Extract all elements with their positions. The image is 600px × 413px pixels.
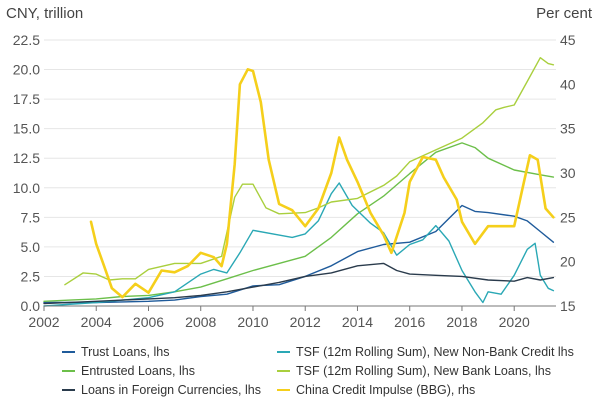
x-tick-label: 2006	[133, 314, 164, 330]
right-tick-label: 35	[560, 121, 576, 137]
left-tick-label: 7.5	[21, 209, 41, 225]
x-tick-label: 2004	[81, 314, 112, 330]
right-tick-label: 30	[560, 165, 576, 181]
legend-item: Trust Loans, lhs	[62, 345, 267, 359]
legend-item: Entrusted Loans, lhs	[62, 364, 267, 378]
legend-label: TSF (12m Rolling Sum), New Non-Bank Cred…	[296, 345, 574, 359]
right-tick-label: 15	[560, 298, 576, 314]
x-tick-label: 2018	[446, 314, 477, 330]
gridlines	[44, 39, 556, 277]
x-tick-label: 2010	[237, 314, 268, 330]
legend-item: TSF (12m Rolling Sum), New Bank Loans, l…	[277, 364, 577, 378]
legend-swatch	[62, 370, 75, 372]
legend-label: Loans in Foreign Currencies, lhs	[81, 383, 261, 397]
left-tick-label: 0.0	[21, 298, 41, 314]
x-tick-label: 2008	[185, 314, 216, 330]
x-tick-label: 2002	[28, 314, 59, 330]
right-tick-label: 40	[560, 76, 576, 92]
legend-label: Trust Loans, lhs	[81, 345, 170, 359]
x-tick-label: 2014	[342, 314, 373, 330]
series-line-5	[89, 68, 555, 299]
left-axis-title: CNY, trillion	[6, 5, 84, 22]
x-tick-label: 2016	[394, 314, 425, 330]
legend-item: Loans in Foreign Currencies, lhs	[62, 383, 267, 397]
series-line-1	[43, 142, 555, 302]
series-line-4	[43, 262, 555, 305]
legend: Trust Loans, lhs TSF (12m Rolling Sum), N…	[62, 345, 582, 397]
legend-label: Entrusted Loans, lhs	[81, 364, 195, 378]
left-tick-label: 5.0	[21, 239, 41, 255]
legend-label: TSF (12m Rolling Sum), New Bank Loans, l…	[296, 364, 551, 378]
right-tick-label: 25	[560, 209, 576, 225]
legend-item: TSF (12m Rolling Sum), New Non-Bank Cred…	[277, 345, 577, 359]
x-axis-ticks: 2002 2004 2006 2008 2010 2012 2014 2016 2018 2020	[28, 306, 530, 330]
legend-swatch	[277, 389, 290, 391]
left-tick-label: 17.5	[13, 91, 40, 107]
x-tick-label: 2012	[290, 314, 321, 330]
legend-item: China Credit Impulse (BBG), rhs	[277, 383, 577, 397]
left-axis-ticks: 0.0 2.5 5.0 7.5 10.0 12.5 15.0 17.5 20.0 22.5	[13, 32, 40, 314]
left-tick-label: 15.0	[13, 121, 40, 137]
legend-label: China Credit Impulse (BBG), rhs	[296, 383, 476, 397]
legend-swatch	[62, 351, 75, 353]
right-tick-label: 20	[560, 254, 576, 270]
left-tick-label: 22.5	[13, 32, 40, 48]
series-line-0	[43, 204, 555, 304]
x-tick-label: 2020	[499, 314, 530, 330]
right-axis-title: Per cent	[536, 5, 592, 22]
left-tick-label: 20.0	[13, 62, 40, 78]
left-tick-label: 2.5	[21, 268, 41, 284]
left-tick-label: 10.0	[13, 180, 40, 196]
series-lines	[43, 57, 555, 307]
legend-swatch	[62, 389, 75, 391]
series-line-3	[64, 57, 555, 286]
legend-swatch	[277, 351, 290, 353]
legend-swatch	[277, 370, 290, 372]
series-line-2	[43, 182, 555, 307]
right-axis-ticks: 15 20 25 30 35 40 45	[560, 32, 576, 314]
left-tick-label: 12.5	[13, 150, 40, 166]
right-tick-label: 45	[560, 32, 576, 48]
